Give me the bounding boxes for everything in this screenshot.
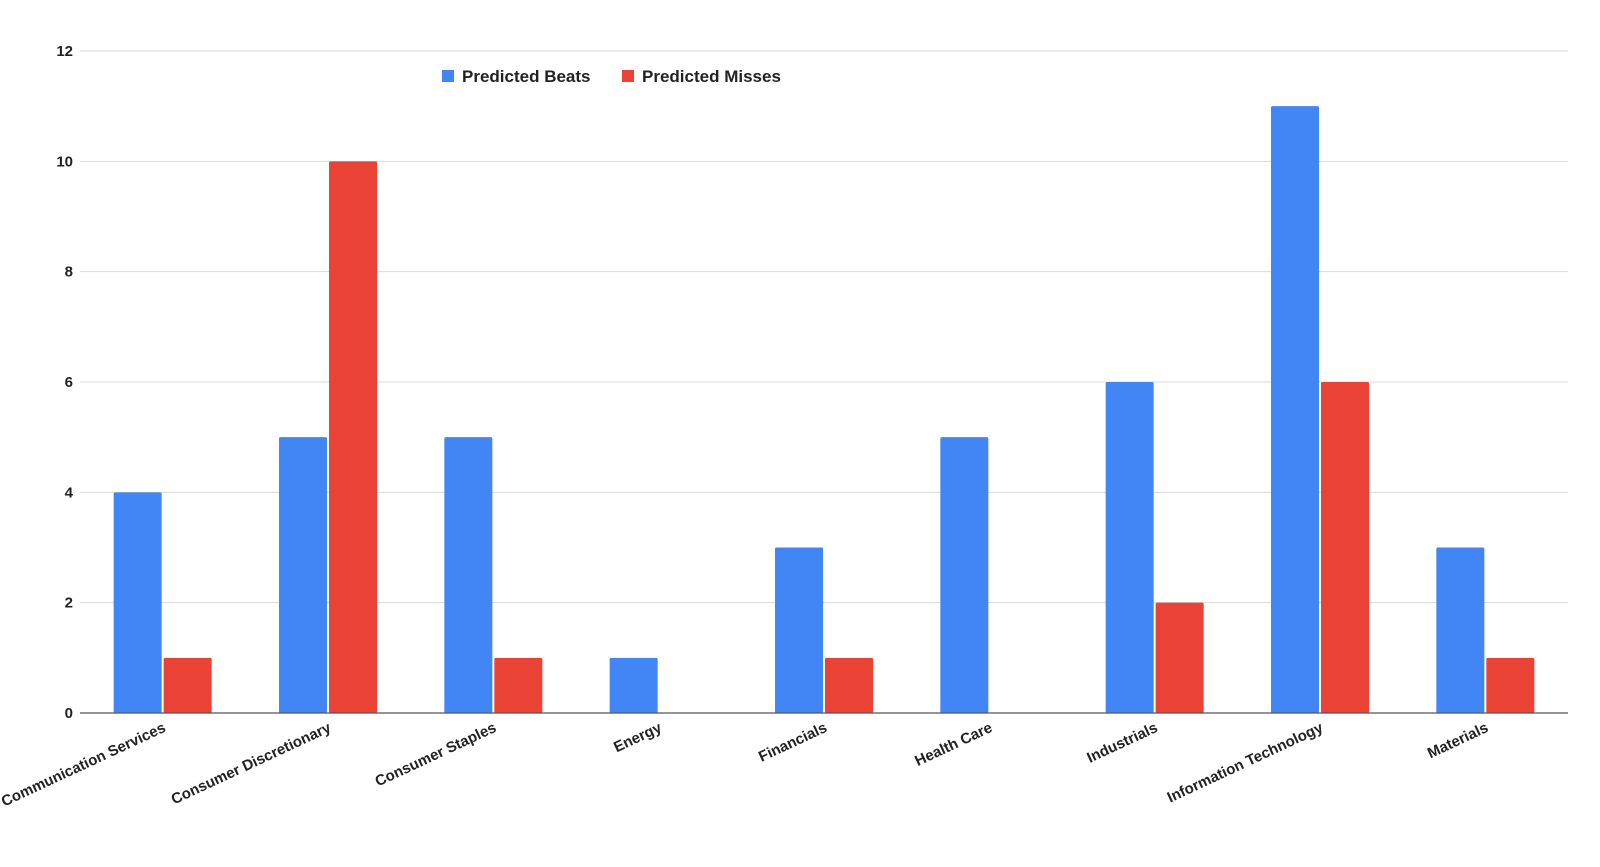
- legend-swatch: [442, 70, 454, 82]
- y-tick-label: 8: [65, 264, 73, 281]
- x-category-label: Information Technology: [1165, 719, 1327, 806]
- x-axis-category-labels: Communication Services Consumer Discretio…: [0, 719, 1491, 810]
- x-category-label: Financials: [756, 719, 830, 765]
- bar-predicted-beats: [1105, 382, 1154, 713]
- y-tick-label: 0: [65, 705, 73, 722]
- bar-predicted-misses: [825, 657, 873, 713]
- x-category-label: Materials: [1425, 719, 1491, 762]
- legend-swatch: [622, 70, 634, 82]
- gridlines: [80, 50, 1568, 604]
- bar-predicted-beats: [279, 437, 327, 713]
- x-category-label: Health Care: [912, 719, 995, 770]
- bars: [113, 106, 1535, 714]
- bar-predicted-misses: [494, 657, 543, 713]
- x-category-label: Communication Services: [0, 719, 168, 810]
- legend: Predicted Beats Predicted Misses: [442, 67, 781, 86]
- legend-label: Predicted Misses: [642, 67, 781, 86]
- bar-predicted-misses: [1486, 657, 1535, 713]
- x-category-label: Consumer Discretionary: [169, 719, 335, 808]
- bar-predicted-beats: [444, 437, 493, 713]
- bar-predicted-beats: [1436, 547, 1485, 713]
- bar-predicted-misses: [329, 161, 377, 714]
- bar-predicted-misses: [1155, 602, 1204, 713]
- x-category-label: Energy: [611, 719, 665, 756]
- bar-predicted-beats: [113, 492, 162, 713]
- bar-predicted-beats: [940, 437, 989, 713]
- y-tick-label: 10: [56, 153, 73, 170]
- bar-predicted-beats: [775, 547, 823, 713]
- y-axis-tick-labels: 0 2 4 6 8 10 12: [56, 43, 73, 722]
- y-tick-label: 2: [65, 595, 73, 612]
- x-category-label: Industrials: [1084, 719, 1160, 766]
- legend-label: Predicted Beats: [462, 67, 591, 86]
- bar-predicted-beats: [1271, 106, 1319, 713]
- bar-predicted-misses: [1321, 382, 1369, 713]
- y-tick-label: 12: [56, 43, 73, 60]
- bar-predicted-misses: [163, 657, 212, 713]
- y-tick-label: 4: [65, 484, 74, 501]
- y-tick-label: 6: [65, 374, 73, 391]
- bar-predicted-beats: [609, 657, 658, 713]
- x-category-label: Consumer Staples: [372, 719, 499, 790]
